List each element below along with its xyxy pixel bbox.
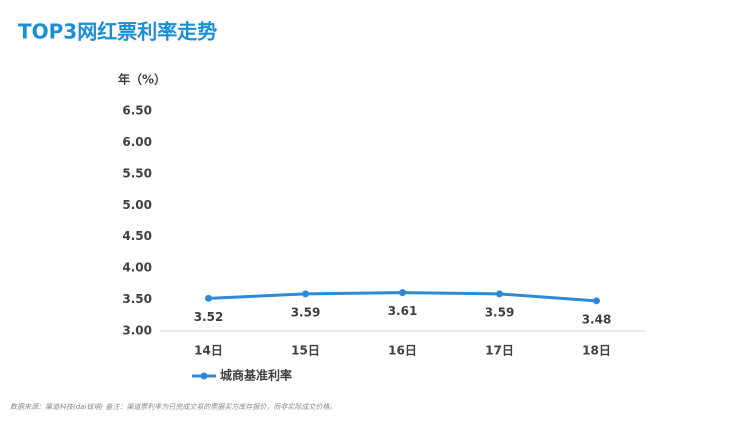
x-tick-label: 14日 [194,344,223,358]
data-label: 3.61 [388,304,418,318]
footnote: 数据来源：渠道科技(dai钱塔) 备注：渠道票利率为已完成交易的票据买方库存报价… [10,403,336,411]
y-tick-label: 3.50 [122,292,152,306]
data-label: 3.48 [582,312,612,326]
y-tick-label: 3.00 [122,324,152,338]
data-label: 3.52 [194,310,224,324]
data-point [593,297,600,305]
data-point [205,294,212,302]
x-tick-label: 17日 [485,344,514,358]
y-tick-label: 6.50 [122,104,152,118]
data-point [496,290,503,298]
data-point [302,290,309,298]
legend-label: 城商基准利率 [220,368,292,383]
y-tick-label: 5.50 [122,166,152,180]
x-tick-label: 18日 [582,344,611,358]
y-axis-label: 年（%） [118,72,166,87]
y-tick-label: 6.00 [122,135,152,149]
y-tick-label: 4.50 [122,229,152,243]
y-tick-label: 5.00 [122,198,152,212]
chart-title: TOP3网红票利率走势 [18,20,217,44]
x-tick-label: 16日 [388,344,417,358]
data-label: 3.59 [485,305,515,319]
x-tick-label: 15日 [291,344,320,358]
data-point [399,289,406,297]
y-tick-label: 4.00 [122,261,152,275]
data-label: 3.59 [291,305,321,319]
legend-marker [200,372,208,380]
